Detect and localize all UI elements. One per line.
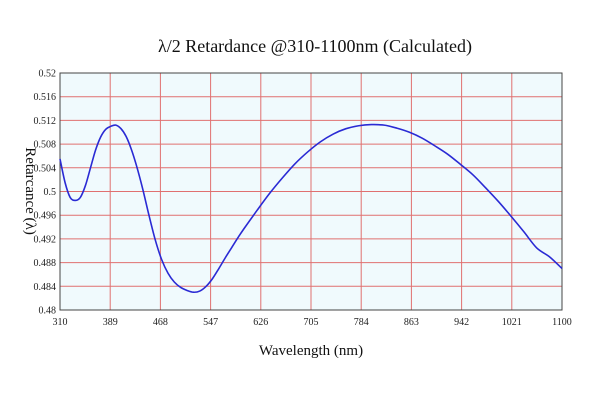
x-tick-label: 626 (253, 317, 268, 328)
y-tick-label: 0.488 (34, 258, 57, 269)
x-tick-label: 389 (103, 317, 118, 328)
grid (60, 73, 562, 310)
y-tick-label: 0.504 (34, 163, 57, 174)
x-tick-label: 705 (304, 317, 319, 328)
plot-border (59, 72, 563, 311)
y-tick-label: 0.496 (34, 211, 57, 222)
y-tick-label: 0.48 (39, 306, 57, 317)
x-tick-label: 942 (454, 317, 469, 328)
chart-title: λ/2 Retardance @310-1100nm (Calculated) (158, 36, 472, 57)
x-tick-label: 784 (354, 317, 369, 328)
y-axis-label: Retarcance (λ) (22, 147, 38, 235)
series-line (59, 123, 563, 294)
x-tick-label: 310 (53, 317, 68, 328)
x-tick-label: 468 (153, 317, 168, 328)
y-tick-label: 0.484 (34, 282, 57, 293)
y-tick-label: 0.492 (34, 234, 57, 245)
x-tick-label: 863 (404, 317, 419, 328)
y-tick-label: 0.516 (34, 92, 57, 103)
y-tick-label: 0.508 (34, 140, 57, 151)
x-tick-label: 1021 (502, 317, 522, 328)
y-tick-label: 0.52 (39, 69, 57, 80)
x-axis-label: Wavelength (nm) (259, 343, 363, 359)
y-tick-label: 0.512 (34, 116, 57, 127)
y-tick-labels: 0.52 0.516 0.512 0.508 0.504 0.5 0.496 0.492 0.4… (34, 69, 57, 317)
y-tick-label: 0.5 (44, 187, 57, 198)
x-tick-label: 1100 (552, 317, 572, 328)
x-tick-labels: 310 389 468 547 626 705 784 863 942 1021 1100 (53, 317, 572, 328)
x-tick-label: 547 (203, 317, 218, 328)
